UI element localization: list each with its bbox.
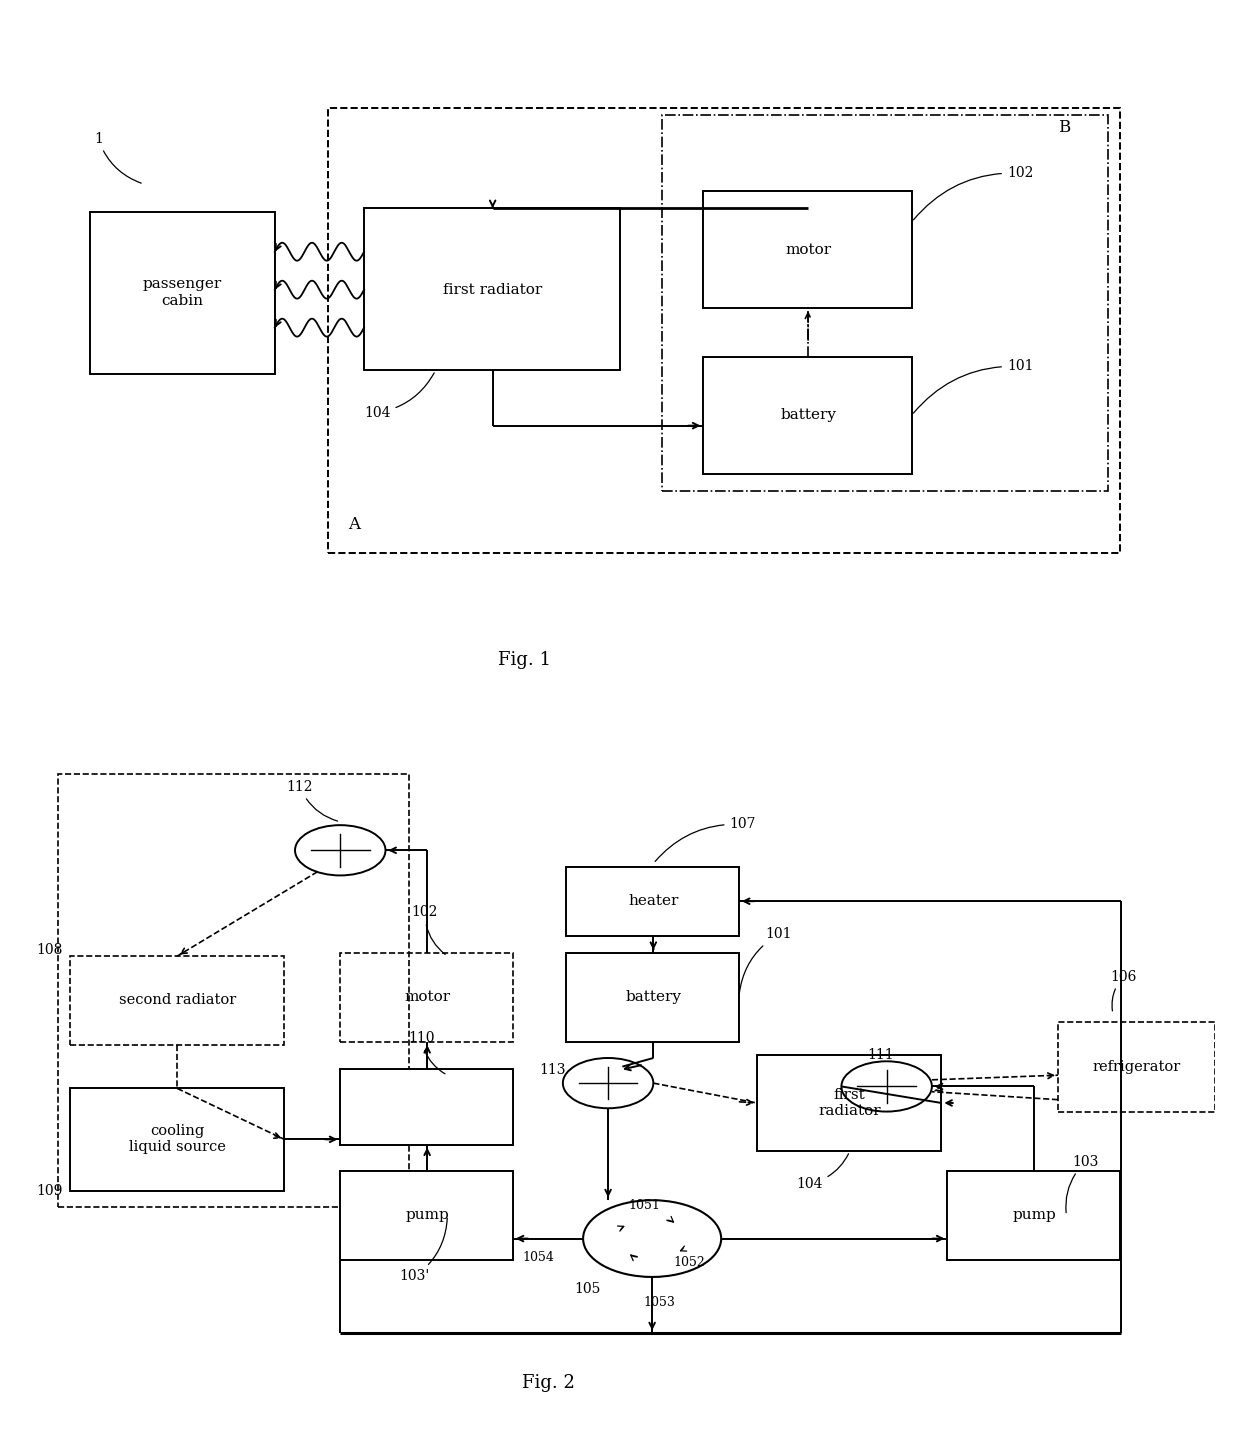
Text: 107: 107 xyxy=(655,817,756,861)
Text: cooling
liquid source: cooling liquid source xyxy=(129,1125,226,1155)
Text: Fig. 1: Fig. 1 xyxy=(498,651,552,669)
Text: 109: 109 xyxy=(37,1183,63,1198)
Text: B: B xyxy=(1058,119,1070,135)
Text: 102: 102 xyxy=(914,167,1033,220)
Text: 104: 104 xyxy=(796,1153,848,1191)
FancyBboxPatch shape xyxy=(567,953,739,1043)
FancyBboxPatch shape xyxy=(947,1171,1120,1260)
Text: battery: battery xyxy=(780,408,836,423)
FancyBboxPatch shape xyxy=(69,1089,284,1191)
Text: 106: 106 xyxy=(1111,969,1137,1011)
Text: 105: 105 xyxy=(575,1281,601,1296)
FancyBboxPatch shape xyxy=(756,1055,941,1152)
Text: 101: 101 xyxy=(914,360,1033,413)
Text: second radiator: second radiator xyxy=(119,994,236,1008)
Text: 111: 111 xyxy=(868,1048,894,1063)
Text: Fig. 2: Fig. 2 xyxy=(522,1373,575,1392)
Text: battery: battery xyxy=(625,991,681,1004)
Text: 101: 101 xyxy=(739,928,791,994)
Text: first
radiator: first radiator xyxy=(818,1089,882,1119)
Text: passenger
cabin: passenger cabin xyxy=(143,278,222,308)
Text: pump: pump xyxy=(405,1208,449,1222)
FancyBboxPatch shape xyxy=(91,211,275,374)
Text: 103: 103 xyxy=(1066,1155,1099,1212)
Text: 104: 104 xyxy=(365,372,434,420)
Text: A: A xyxy=(348,516,361,532)
Text: 1051: 1051 xyxy=(629,1199,660,1212)
Text: 1052: 1052 xyxy=(673,1255,706,1268)
Text: 1053: 1053 xyxy=(644,1296,676,1309)
FancyBboxPatch shape xyxy=(703,191,911,308)
Text: 112: 112 xyxy=(286,779,337,821)
FancyBboxPatch shape xyxy=(703,357,911,475)
Text: 102: 102 xyxy=(412,906,445,955)
FancyBboxPatch shape xyxy=(365,209,620,371)
FancyBboxPatch shape xyxy=(340,1171,513,1260)
Text: pump: pump xyxy=(1012,1208,1056,1222)
Text: 113: 113 xyxy=(539,1063,565,1077)
Text: 108: 108 xyxy=(37,942,63,956)
Text: refrigerator: refrigerator xyxy=(1092,1060,1180,1074)
FancyBboxPatch shape xyxy=(567,867,739,936)
Text: 1: 1 xyxy=(94,132,141,183)
Text: 103': 103' xyxy=(399,1218,448,1283)
Text: first radiator: first radiator xyxy=(443,283,542,296)
Text: motor: motor xyxy=(785,243,831,256)
Text: 1054: 1054 xyxy=(522,1251,554,1264)
Text: heater: heater xyxy=(629,894,678,909)
FancyBboxPatch shape xyxy=(340,1068,513,1145)
Text: motor: motor xyxy=(404,991,450,1004)
Text: 110: 110 xyxy=(408,1031,445,1074)
